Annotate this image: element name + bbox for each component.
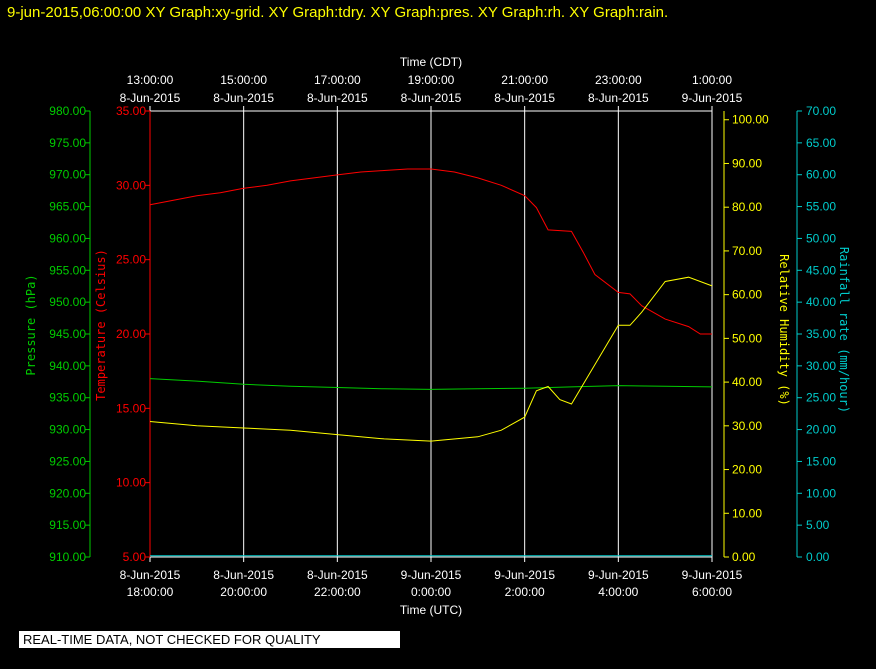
- x-bottom-tick-label: 9-Jun-2015: [588, 568, 649, 582]
- x-bottom-tick-label: 4:00:00: [598, 585, 638, 599]
- x-top-tick-label: 23:00:00: [595, 73, 642, 87]
- x-top-tick-label: 8-Jun-2015: [494, 91, 555, 105]
- rain-tick-label: 70.00: [806, 104, 836, 118]
- temperature-tick-label: 20.00: [116, 327, 146, 341]
- x-bottom-tick-label: 8-Jun-2015: [120, 568, 181, 582]
- pressure-tick-label: 930.00: [49, 423, 86, 437]
- humidity-series-line: [149, 276, 713, 442]
- humidity-tick-label: 30.00: [732, 419, 762, 433]
- pressure-tick-label: 915.00: [49, 518, 86, 532]
- rain-tick-label: 25.00: [806, 391, 836, 405]
- quality-notice: REAL-TIME DATA, NOT CHECKED FOR QUALITY: [19, 631, 400, 648]
- pressure-tick-label: 920.00: [49, 486, 86, 500]
- pressure-tick-label: 970.00: [49, 168, 86, 182]
- rain-tick-label: 0.00: [806, 550, 830, 564]
- x-bottom-tick-label: 20:00:00: [220, 585, 267, 599]
- x-top-tick-label: 1:00:00: [692, 73, 732, 87]
- pressure-tick-label: 955.00: [49, 263, 86, 277]
- x-top-tick-label: 8-Jun-2015: [588, 91, 649, 105]
- humidity-tick-label: 90.00: [732, 156, 762, 170]
- pressure-series-line: [149, 378, 713, 390]
- rain-tick-label: 5.00: [806, 518, 830, 532]
- humidity-tick-label: 0.00: [732, 550, 756, 564]
- rain-tick-label: 10.00: [806, 486, 836, 500]
- x-bottom-tick-label: 8-Jun-2015: [213, 568, 274, 582]
- x-bottom-label: Time (UTC): [400, 603, 462, 617]
- header-title: 9-jun-2015,06:00:00 XY Graph:xy-grid. XY…: [7, 4, 668, 21]
- x-bottom-tick-label: 18:00:00: [127, 585, 174, 599]
- temperature-tick-label: 5.00: [123, 550, 147, 564]
- x-top-tick-label: 8-Jun-2015: [401, 91, 462, 105]
- temperature-tick-label: 10.00: [116, 476, 146, 490]
- x-top-tick-label: 8-Jun-2015: [307, 91, 368, 105]
- temperature-tick-label: 15.00: [116, 401, 146, 415]
- pressure-tick-label: 965.00: [49, 200, 86, 214]
- pressure-tick-label: 950.00: [49, 295, 86, 309]
- x-top-label: Time (CDT): [400, 55, 462, 69]
- rain-tick-label: 60.00: [806, 168, 836, 182]
- rain-axis-label: Rainfall rate (mm/hour): [837, 247, 851, 413]
- pressure-tick-label: 960.00: [49, 231, 86, 245]
- temperature-series-line: [149, 168, 712, 335]
- x-top-tick-label: 17:00:00: [314, 73, 361, 87]
- humidity-tick-label: 70.00: [732, 244, 762, 258]
- temperature-tick-label: 25.00: [116, 253, 146, 267]
- pressure-tick-label: 935.00: [49, 391, 86, 405]
- humidity-tick-label: 20.00: [732, 463, 762, 477]
- humidity-tick-label: 80.00: [732, 200, 762, 214]
- pressure-tick-label: 975.00: [49, 136, 86, 150]
- humidity-tick-label: 50.00: [732, 331, 762, 345]
- x-top-tick-label: 8-Jun-2015: [120, 91, 181, 105]
- rain-tick-label: 55.00: [806, 200, 836, 214]
- rain-tick-label: 40.00: [806, 295, 836, 309]
- rain-tick-label: 20.00: [806, 423, 836, 437]
- pressure-axis-label: Pressure (hPa): [24, 274, 38, 375]
- humidity-tick-label: 10.00: [732, 506, 762, 520]
- pressure-tick-label: 910.00: [49, 550, 86, 564]
- humidity-axis-label: Relative Humidity (%): [777, 254, 791, 406]
- x-bottom-tick-label: 9-Jun-2015: [682, 568, 743, 582]
- rain-tick-label: 15.00: [806, 454, 836, 468]
- rain-tick-label: 45.00: [806, 263, 836, 277]
- humidity-tick-label: 100.00: [732, 113, 769, 127]
- x-top-tick-label: 15:00:00: [220, 73, 267, 87]
- temperature-tick-label: 30.00: [116, 178, 146, 192]
- x-top-tick-label: 19:00:00: [408, 73, 455, 87]
- x-bottom-tick-label: 9-Jun-2015: [494, 568, 555, 582]
- x-top-tick-label: 13:00:00: [127, 73, 174, 87]
- rain-tick-label: 65.00: [806, 136, 836, 150]
- x-top-tick-label: 9-Jun-2015: [682, 91, 743, 105]
- humidity-tick-label: 40.00: [732, 375, 762, 389]
- pressure-tick-label: 945.00: [49, 327, 86, 341]
- x-bottom-tick-label: 6:00:00: [692, 585, 732, 599]
- rain-tick-label: 30.00: [806, 359, 836, 373]
- temperature-axis-label: Temperature (Celsius): [94, 249, 108, 401]
- rain-tick-label: 35.00: [806, 327, 836, 341]
- pressure-tick-label: 980.00: [49, 104, 86, 118]
- x-bottom-tick-label: 0:00:00: [411, 585, 451, 599]
- pressure-tick-label: 925.00: [49, 454, 86, 468]
- pressure-tick-label: 940.00: [49, 359, 86, 373]
- x-bottom-tick-label: 9-Jun-2015: [401, 568, 462, 582]
- temperature-tick-label: 35.00: [116, 104, 146, 118]
- rain-tick-label: 50.00: [806, 231, 836, 245]
- x-top-tick-label: 8-Jun-2015: [213, 91, 274, 105]
- x-bottom-tick-label: 22:00:00: [314, 585, 361, 599]
- x-top-tick-label: 21:00:00: [501, 73, 548, 87]
- x-bottom-tick-label: 8-Jun-2015: [307, 568, 368, 582]
- humidity-tick-label: 60.00: [732, 288, 762, 302]
- x-bottom-tick-label: 2:00:00: [505, 585, 545, 599]
